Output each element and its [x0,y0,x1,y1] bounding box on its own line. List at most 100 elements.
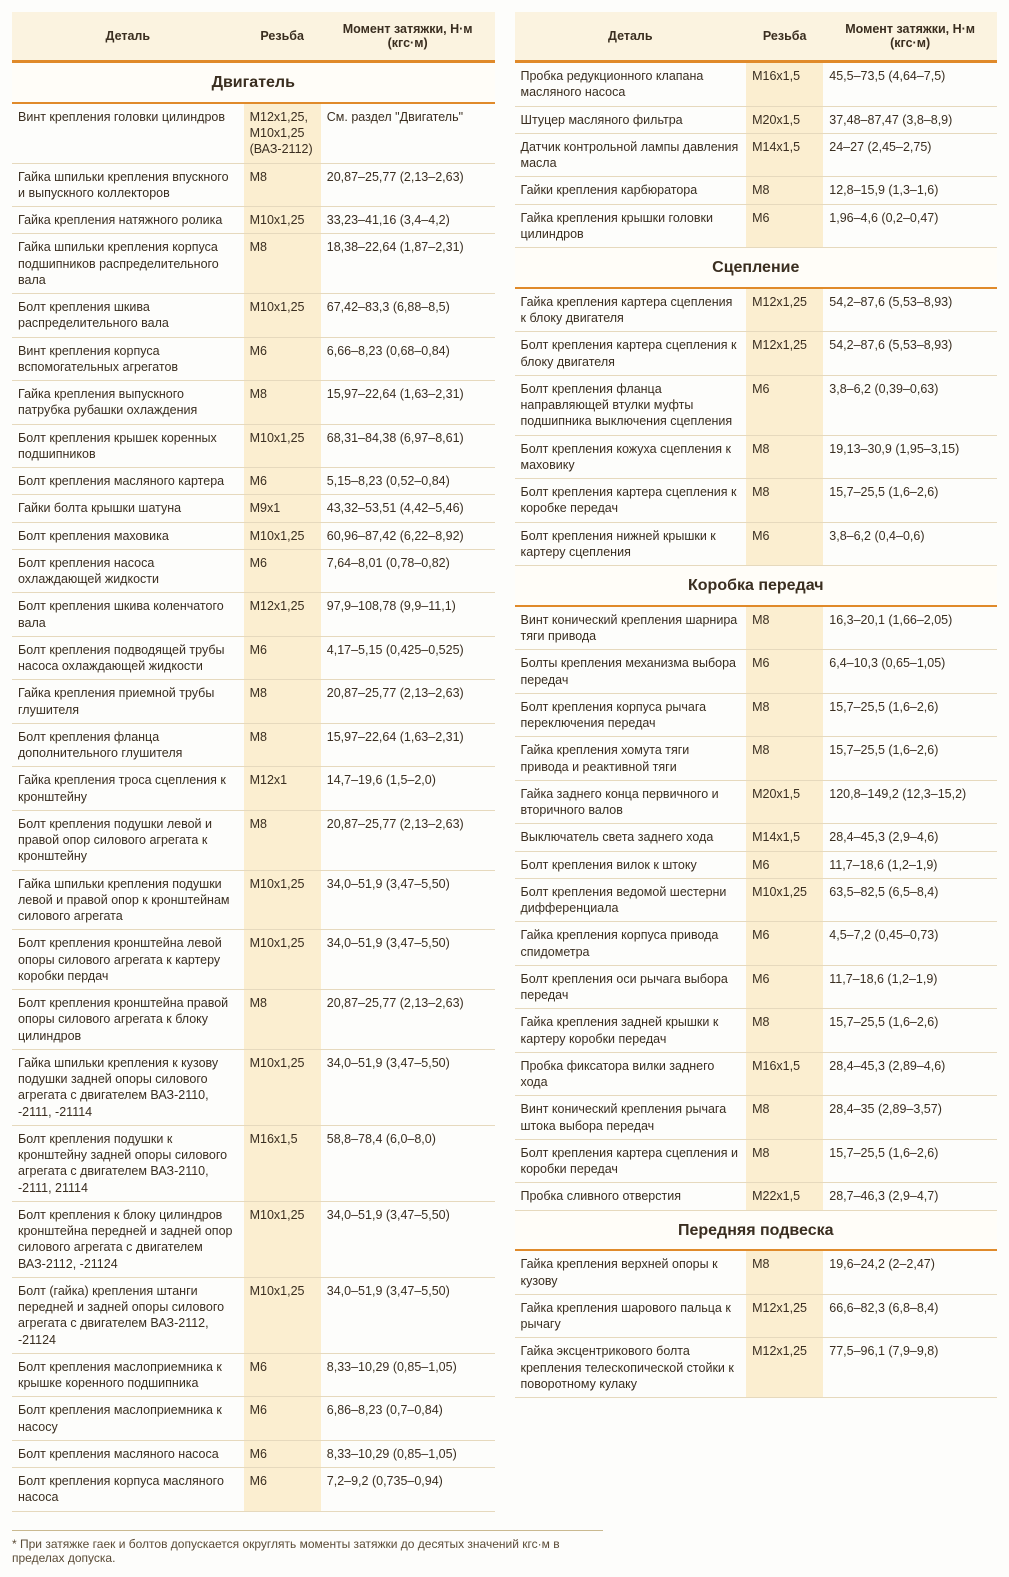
cell-thread: М8 [746,737,823,781]
table-row: Болт крепления фланца дополнительного гл… [12,723,495,767]
cell-part: Винт крепления головки цилиндров [12,103,244,163]
cell-torque: 28,7–46,3 (2,9–4,7) [823,1183,997,1210]
col-torque: Момент затяжки, Н·м (кгс·м) [823,12,997,62]
torque-table-left: Деталь Резьба Момент затяжки, Н·м (кгс·м… [12,12,495,1512]
table-row: Винт конический крепления рычага штока в… [515,1096,998,1140]
table-row: Болт крепления маслоприемника к крышке к… [12,1353,495,1397]
cell-thread: М8 [746,1096,823,1140]
cell-thread: М10х1,25 [244,424,321,468]
cell-part: Гайка крепления корпуса привода спидомет… [515,922,747,966]
section-header: Коробка передач [515,566,998,606]
table-row: Пробка сливного отверстияМ22х1,528,7–46,… [515,1183,998,1210]
cell-part: Винт конический крепления рычага штока в… [515,1096,747,1140]
cell-torque: 7,64–8,01 (0,78–0,82) [321,549,495,593]
cell-part: Штуцер масляного фильтра [515,106,747,133]
table-row: Болт крепления вилок к штокуМ611,7–18,6 … [515,851,998,878]
cell-torque: 4,5–7,2 (0,45–0,73) [823,922,997,966]
cell-part: Болт крепления маслоприемника к крышке к… [12,1353,244,1397]
table-row: Болт крепления картера сцепления к короб… [515,479,998,523]
section-header: Передняя подвеска [515,1210,998,1250]
cell-thread: М6 [244,636,321,680]
cell-part: Гайка крепления задней крышки к картеру … [515,1009,747,1053]
cell-part: Болт крепления масляного картера [12,468,244,495]
cell-thread: М20х1,5 [746,780,823,824]
cell-part: Гайка крепления верхней опоры к кузову [515,1250,747,1294]
cell-thread: М22х1,5 [746,1183,823,1210]
cell-torque: 6,4–10,3 (0,65–1,05) [823,650,997,694]
cell-part: Болт крепления подушки левой и правой оп… [12,810,244,870]
cell-thread: М14х1,5 [746,133,823,177]
table-row: Болт крепления кронштейна правой опоры с… [12,990,495,1050]
cell-torque: 8,33–10,29 (0,85–1,05) [321,1440,495,1467]
cell-torque: 28,4–45,3 (2,9–4,6) [823,824,997,851]
cell-torque: 120,8–149,2 (12,3–15,2) [823,780,997,824]
cell-thread: М10х1,25 [244,930,321,990]
cell-torque: 33,23–41,16 (3,4–4,2) [321,207,495,234]
table-row: Гайки болта крышки шатунаМ9х143,32–53,51… [12,495,495,522]
cell-torque: 24–27 (2,45–2,75) [823,133,997,177]
cell-thread: М6 [244,468,321,495]
cell-torque: 6,66–8,23 (0,68–0,84) [321,337,495,381]
table-row: Болт крепления насоса охлаждающей жидкос… [12,549,495,593]
cell-part: Гайка крепления крышки головки цилиндров [515,204,747,248]
cell-part: Гайка крепления картера сцепления к блок… [515,288,747,332]
cell-thread: М6 [746,204,823,248]
table-row: Гайка шпильки крепления корпуса подшипни… [12,234,495,294]
cell-part: Болт крепления кронштейна правой опоры с… [12,990,244,1050]
cell-thread: М10х1,25 [244,1201,321,1277]
cell-part: Болт крепления кронштейна левой опоры си… [12,930,244,990]
table-row: Гайки крепления карбюратораМ812,8–15,9 (… [515,177,998,204]
table-row: Болт крепления картера сцепления к блоку… [515,332,998,376]
cell-thread: М6 [244,1397,321,1441]
cell-part: Болт крепления фланца дополнительного гл… [12,723,244,767]
cell-thread: М8 [746,177,823,204]
cell-thread: М6 [244,337,321,381]
cell-torque: 16,3–20,1 (1,66–2,05) [823,606,997,650]
cell-torque: 3,8–6,2 (0,39–0,63) [823,375,997,435]
cell-torque: 15,7–25,5 (1,6–2,6) [823,737,997,781]
section-header: Двигатель [12,62,495,103]
cell-thread: М12х1,25, М10х1,25 (ВАЗ-2112) [244,103,321,163]
cell-thread: М6 [244,1440,321,1467]
table-row: Болт крепления подводящей трубы насоса о… [12,636,495,680]
cell-part: Гайка шпильки крепления подушки левой и … [12,870,244,930]
cell-part: Гайка крепления выпускного патрубка руба… [12,381,244,425]
cell-torque: 68,31–84,38 (6,97–8,61) [321,424,495,468]
cell-torque: 4,17–5,15 (0,425–0,525) [321,636,495,680]
cell-torque: 66,6–82,3 (6,8–8,4) [823,1294,997,1338]
table-row: Болт крепления кожуха сцепления к махови… [515,435,998,479]
cell-torque: 7,2–9,2 (0,735–0,94) [321,1468,495,1512]
cell-thread: М14х1,5 [746,824,823,851]
table-row: Болт крепления подушки левой и правой оп… [12,810,495,870]
cell-torque: 58,8–78,4 (6,0–8,0) [321,1125,495,1201]
cell-part: Болт крепления подводящей трубы насоса о… [12,636,244,680]
table-row: Гайка крепления корпуса привода спидомет… [515,922,998,966]
cell-part: Гайка эксцентрикового болта крепления те… [515,1338,747,1398]
cell-torque: 67,42–83,3 (6,88–8,5) [321,294,495,338]
cell-part: Гайка заднего конца первичного и вторичн… [515,780,747,824]
cell-torque: 34,0–51,9 (3,47–5,50) [321,930,495,990]
cell-thread: М8 [746,1009,823,1053]
cell-thread: М8 [244,680,321,724]
cell-torque: 6,86–8,23 (0,7–0,84) [321,1397,495,1441]
cell-torque: 20,87–25,77 (2,13–2,63) [321,680,495,724]
cell-torque: 15,97–22,64 (1,63–2,31) [321,723,495,767]
section-title: Передняя подвеска [515,1210,998,1250]
cell-part: Болт крепления оси рычага выбора передач [515,965,747,1009]
cell-part: Болт крепления кожуха сцепления к махови… [515,435,747,479]
cell-part: Болт крепления картера сцепления к короб… [515,479,747,523]
table-row: Болт крепления нижней крышки к картеру с… [515,522,998,566]
col-torque: Момент затяжки, Н·м (кгс·м) [321,12,495,62]
cell-torque: 19,6–24,2 (2–2,47) [823,1250,997,1294]
cell-torque: 60,96–87,42 (6,22–8,92) [321,522,495,549]
table-row: Болт крепления к блоку цилиндров кронште… [12,1201,495,1277]
cell-part: Болт крепления масляного насоса [12,1440,244,1467]
table-row: Болт крепления корпуса масляного насосаМ… [12,1468,495,1512]
table-row: Гайка крепления шарового пальца к рычагу… [515,1294,998,1338]
cell-thread: М12х1,25 [244,593,321,637]
cell-part: Выключатель света заднего хода [515,824,747,851]
cell-torque: 28,4–45,3 (2,89–4,6) [823,1052,997,1096]
cell-part: Гайки болта крышки шатуна [12,495,244,522]
cell-torque: 97,9–108,78 (9,9–11,1) [321,593,495,637]
cell-torque: 1,96–4,6 (0,2–0,47) [823,204,997,248]
